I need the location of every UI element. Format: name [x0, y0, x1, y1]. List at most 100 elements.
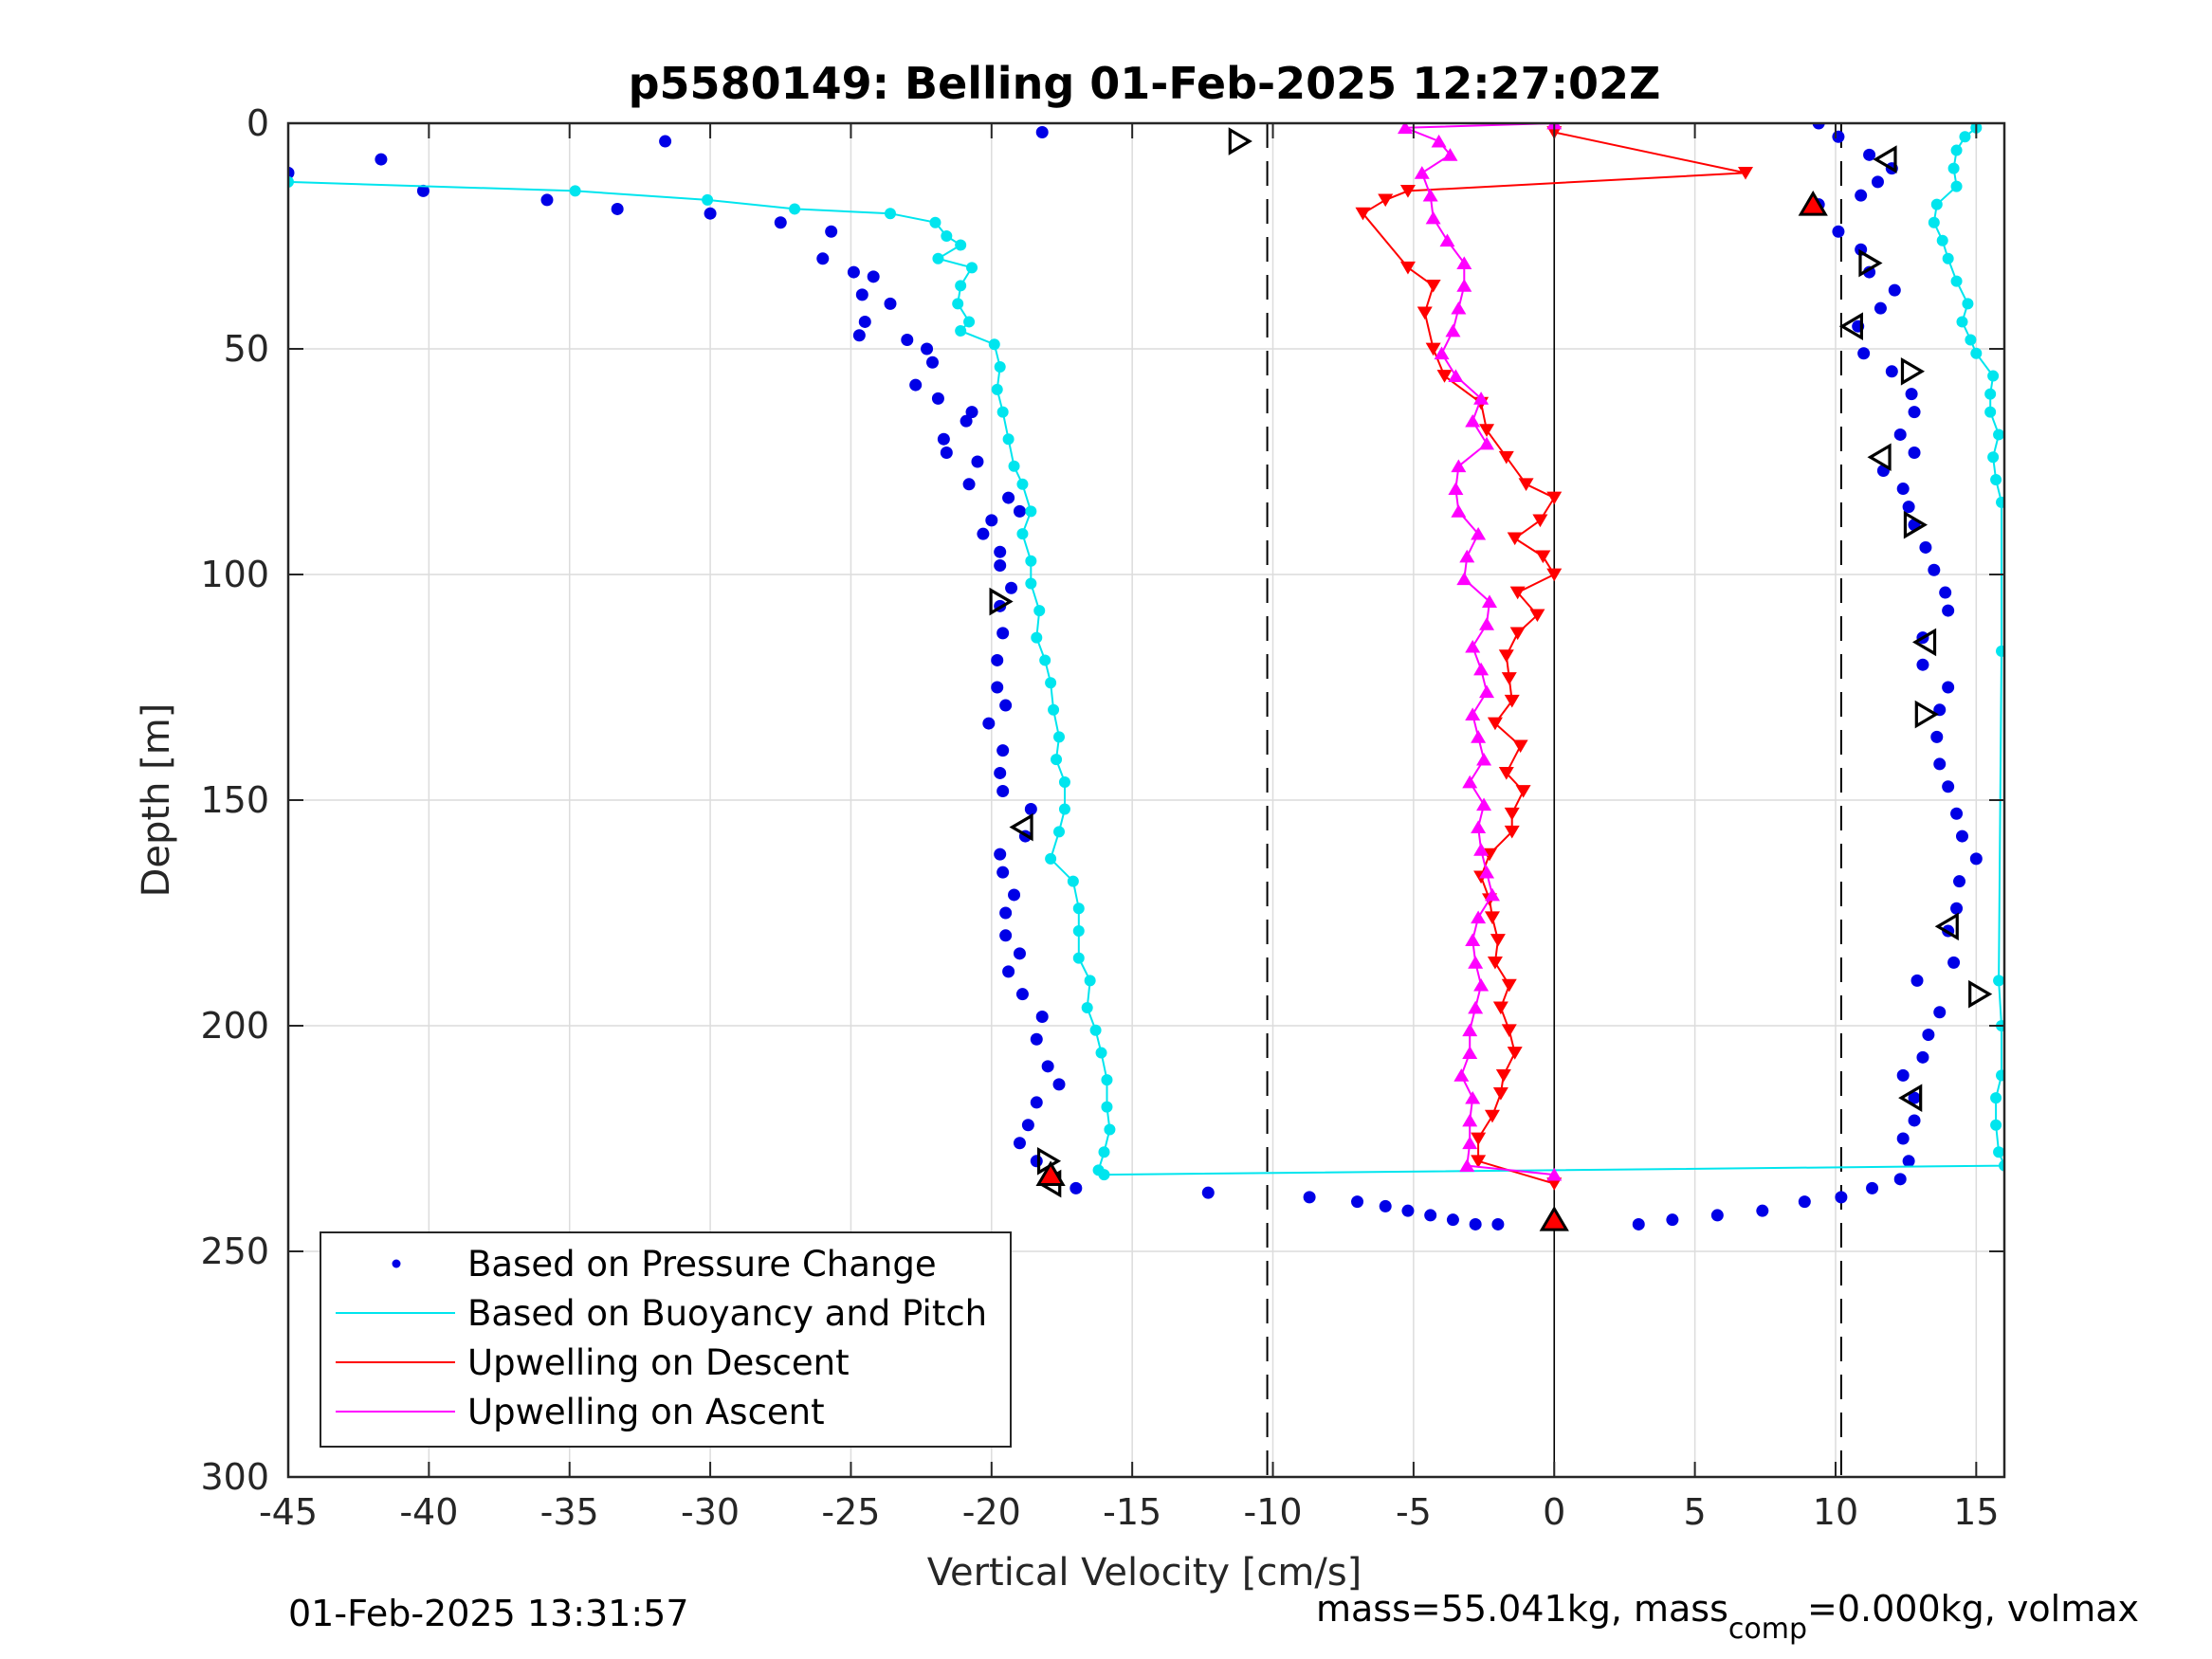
- data-point-buoyancy: [1990, 1092, 2002, 1104]
- data-point-pressure: [1024, 803, 1037, 816]
- data-point-descent: [1492, 1087, 1508, 1101]
- data-point-buoyancy: [1039, 654, 1051, 666]
- data-point-pressure: [1896, 1132, 1910, 1145]
- data-point-pressure: [540, 193, 554, 207]
- data-point-pressure: [1008, 888, 1021, 902]
- open-triangle-marker: [1838, 312, 1863, 340]
- data-point-ascent: [1462, 1046, 1478, 1059]
- data-point-pressure: [1874, 301, 1887, 315]
- data-point-pressure: [1424, 1209, 1437, 1222]
- data-point-pressure: [852, 329, 866, 342]
- data-point-pressure: [1893, 428, 1907, 441]
- data-point-buoyancy: [1990, 1119, 2002, 1131]
- x-tick-label: 15: [1953, 1491, 1999, 1533]
- data-point-pressure: [1030, 1032, 1043, 1046]
- data-point-ascent: [1459, 1158, 1475, 1172]
- data-point-buoyancy: [1084, 975, 1096, 987]
- data-point-pressure: [1002, 965, 1015, 978]
- data-point-pressure: [994, 558, 1007, 572]
- data-point-pressure: [1902, 501, 1915, 514]
- data-point-pressure: [994, 766, 1007, 779]
- data-point-buoyancy: [1993, 1146, 2004, 1158]
- data-point-pressure: [1942, 780, 1955, 793]
- data-point-buoyancy: [1984, 406, 1997, 418]
- data-point-buoyancy: [569, 185, 581, 197]
- open-triangle-marker: [1898, 1084, 1923, 1112]
- y-tick-label: 50: [224, 328, 269, 370]
- data-point-buoyancy: [955, 239, 967, 251]
- data-point-pressure: [991, 681, 1004, 694]
- data-point-pressure: [982, 717, 996, 730]
- open-triangle-marker: [1858, 248, 1883, 278]
- data-point-pressure: [375, 153, 388, 166]
- y-tick-label: 0: [247, 102, 269, 144]
- data-point-buoyancy: [1048, 703, 1060, 716]
- data-point-pressure: [1950, 807, 1964, 820]
- data-point-pressure: [816, 252, 830, 265]
- data-point-pressure: [1303, 1191, 1316, 1204]
- data-point-buoyancy: [1016, 478, 1029, 490]
- data-point-ascent: [1482, 594, 1497, 608]
- open-triangle-marker: [1873, 145, 1897, 173]
- data-point-pressure: [416, 184, 430, 197]
- y-axis-ticks: 0 50 100 150 200 250 300: [200, 102, 2004, 1498]
- data-point-buoyancy: [955, 280, 967, 292]
- data-point-pressure: [962, 478, 976, 491]
- data-point-descent: [1504, 825, 1520, 839]
- data-point-buoyancy: [1045, 852, 1057, 865]
- data-point-buoyancy: [1051, 754, 1063, 766]
- data-point-pressure: [774, 216, 787, 229]
- data-point-buoyancy: [1950, 144, 1963, 156]
- data-point-buoyancy: [1928, 216, 1940, 228]
- data-point-ascent: [1465, 413, 1481, 428]
- data-point-buoyancy: [1058, 803, 1070, 815]
- data-point-buoyancy: [996, 406, 1009, 418]
- data-point-buoyancy: [929, 216, 941, 228]
- data-point-buoyancy: [1053, 731, 1066, 743]
- data-point-pressure: [611, 202, 624, 215]
- data-point-pressure: [940, 446, 953, 459]
- data-point-ascent: [1465, 933, 1481, 946]
- data-point-buoyancy: [1970, 347, 1983, 359]
- data-point-pressure: [1013, 504, 1026, 518]
- data-point-pressure: [1035, 126, 1049, 139]
- data-point-descent: [1546, 1177, 1563, 1191]
- data-point-pressure: [994, 848, 1007, 861]
- data-point-ascent: [1451, 459, 1467, 473]
- data-point-pressure: [1030, 1155, 1043, 1168]
- data-point-ascent: [1473, 662, 1490, 676]
- data-point-ascent: [1465, 707, 1481, 720]
- x-tick-label: -45: [259, 1491, 318, 1533]
- data-point-buoyancy: [1936, 234, 1948, 246]
- data-point-buoyancy: [1956, 316, 1968, 328]
- red-triangle-marker: [1798, 191, 1828, 216]
- data-point-pressure: [867, 270, 880, 283]
- data-point-pressure: [977, 527, 990, 540]
- data-point-pressure: [1201, 1186, 1215, 1199]
- data-point-ascent: [1484, 887, 1500, 902]
- data-point-buoyancy: [789, 203, 801, 215]
- legend: Based on Pressure Change Based on Buoyanc…: [320, 1231, 1012, 1448]
- data-point-pressure: [1908, 1114, 1921, 1127]
- data-point-pressure: [855, 288, 868, 301]
- data-point-pressure: [1910, 974, 1924, 987]
- data-point-buoyancy: [702, 193, 714, 206]
- data-point-pressure: [1888, 283, 1901, 297]
- data-point-ascent: [1456, 572, 1472, 586]
- data-point-pressure: [1812, 123, 1825, 130]
- data-point-buoyancy: [884, 208, 896, 220]
- data-point-pressure: [1832, 130, 1845, 143]
- data-point-buoyancy: [1072, 925, 1085, 938]
- open-triangle-marker: [1968, 979, 1993, 1009]
- open-triangle-marker: [1900, 357, 1926, 386]
- x-tick-label: -40: [399, 1491, 458, 1533]
- data-point-descent: [1498, 767, 1514, 780]
- data-point-pressure: [991, 653, 1004, 666]
- data-point-descent: [1535, 550, 1551, 564]
- x-tick-label: -30: [681, 1491, 740, 1533]
- x-tick-label: -20: [962, 1491, 1021, 1533]
- data-point-ascent: [1448, 369, 1464, 382]
- data-point-ascent: [1479, 617, 1495, 630]
- data-point-ascent: [1471, 910, 1487, 924]
- data-point-pressure: [1955, 830, 1968, 843]
